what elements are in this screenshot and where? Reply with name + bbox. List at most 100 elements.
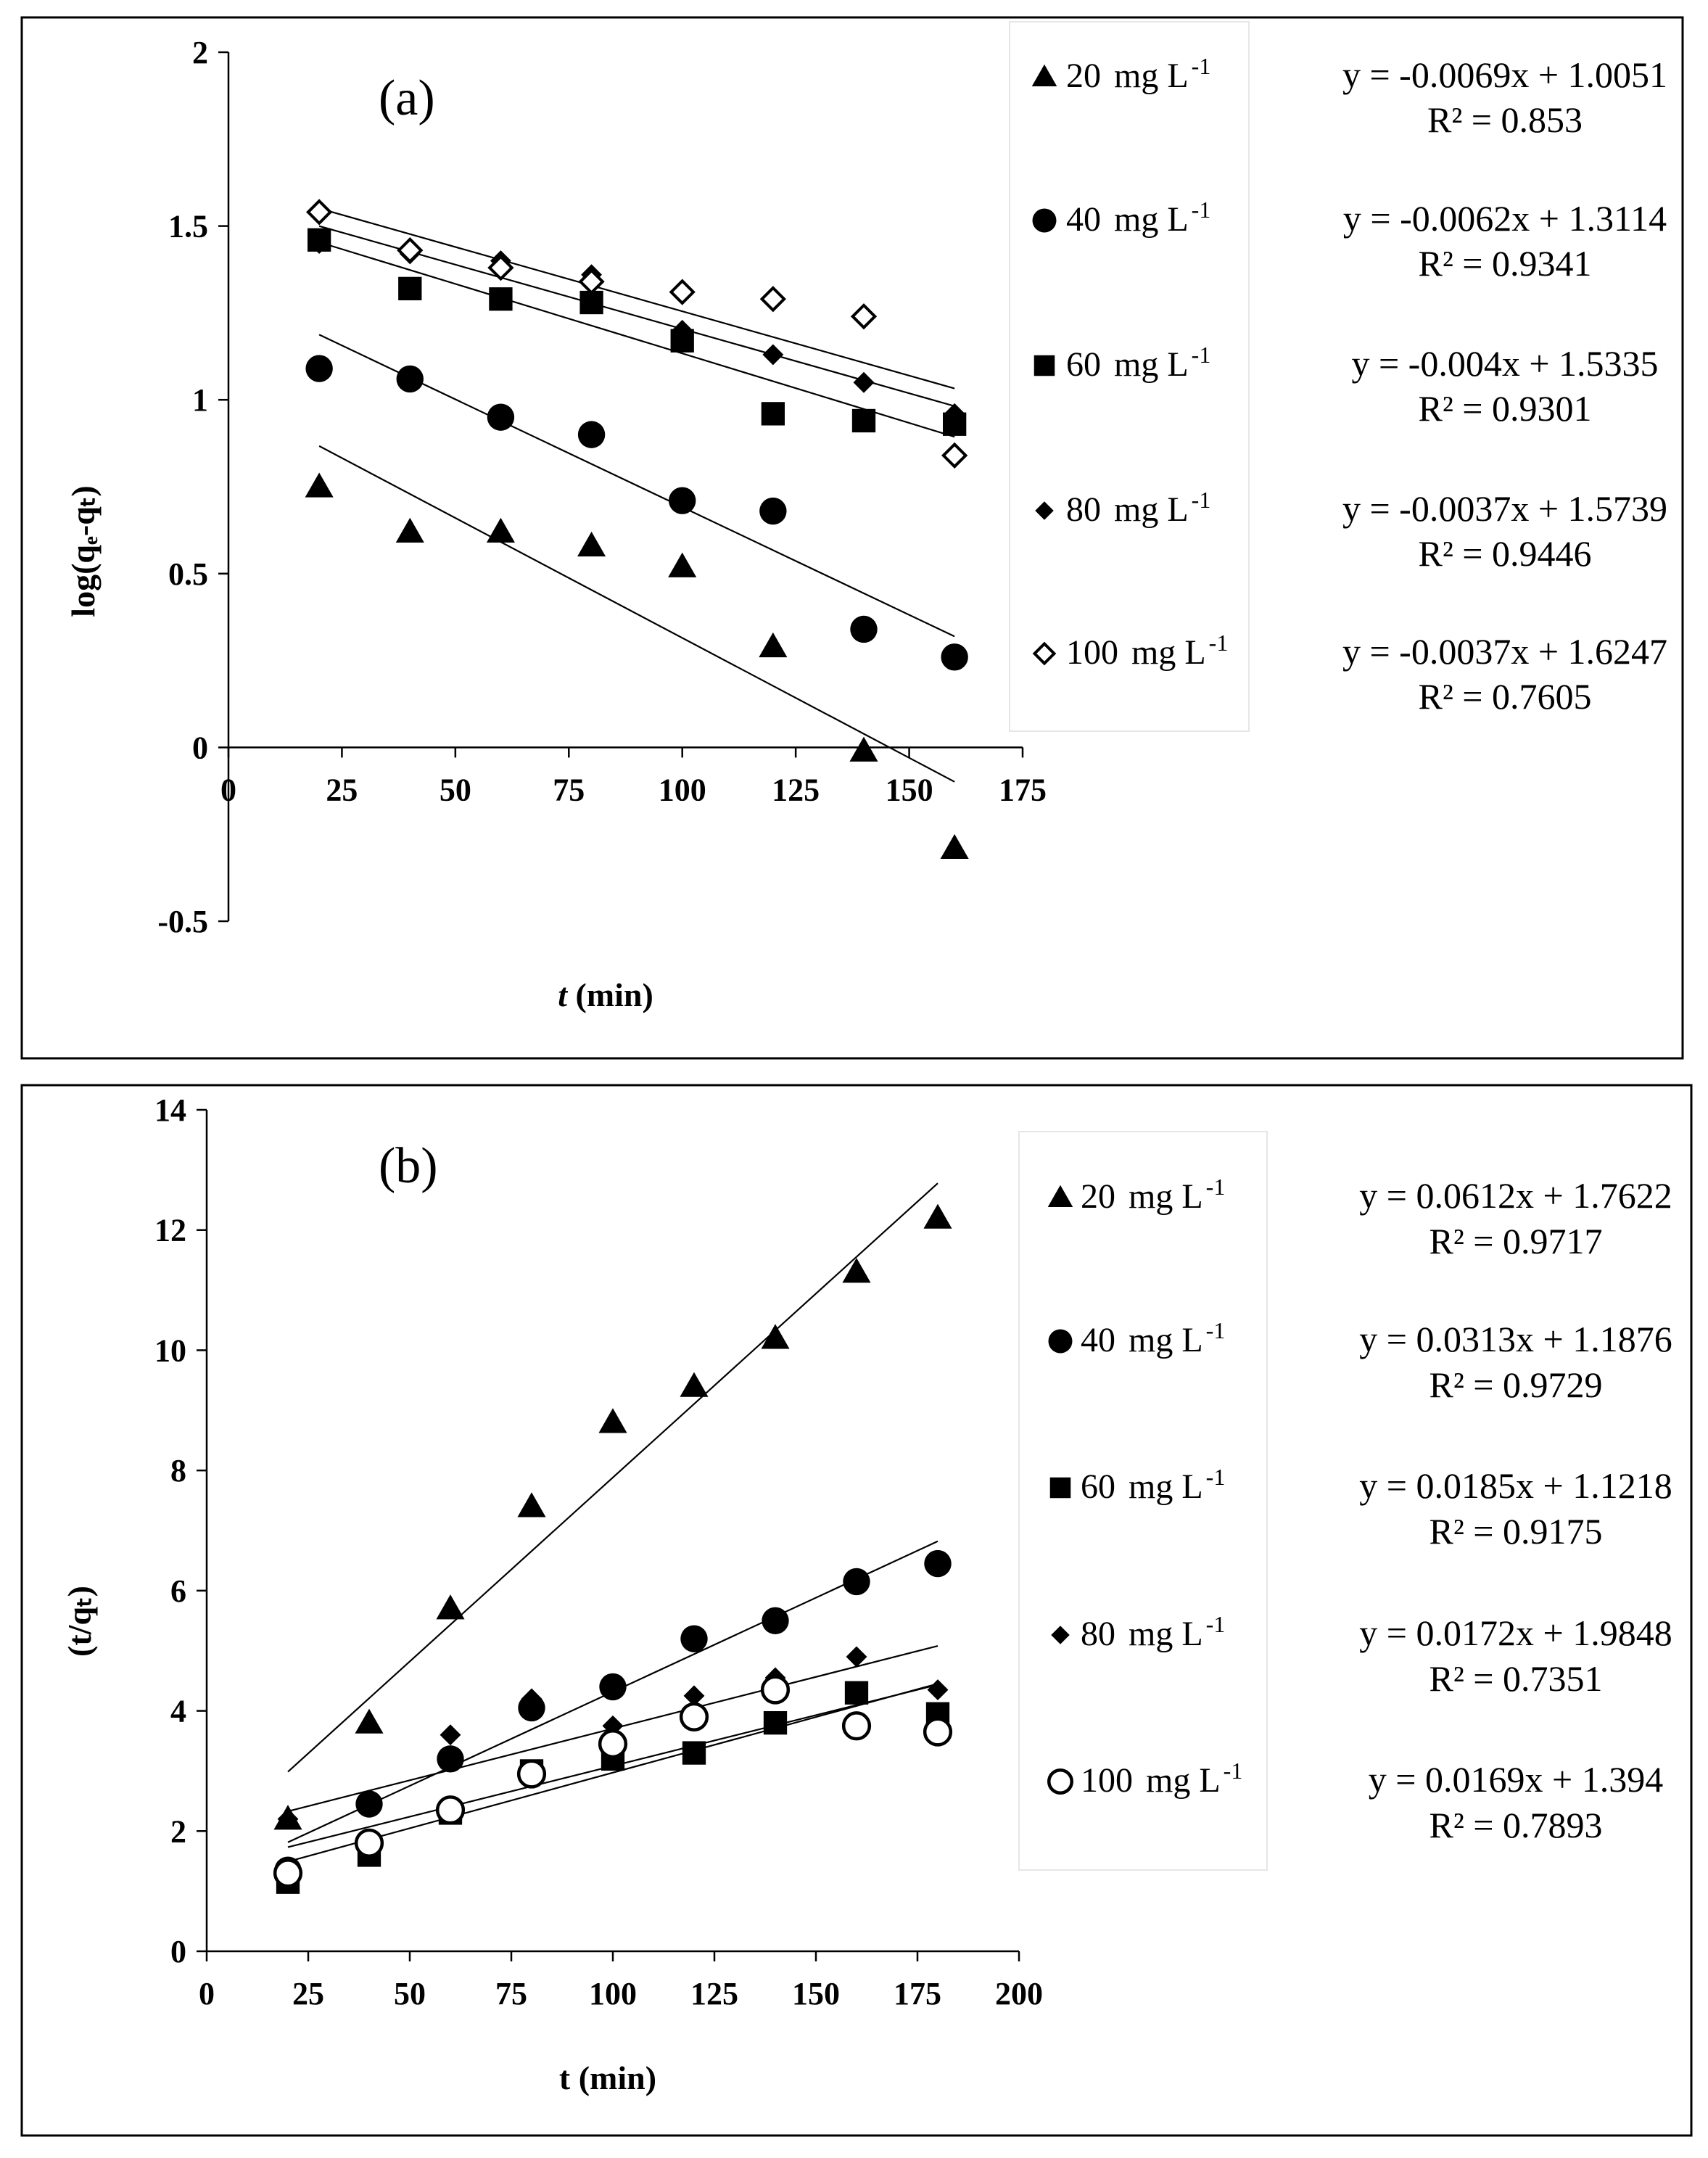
equation-b-80: y = 0.0172x + 1.9848 <box>1359 1613 1672 1653</box>
legend-marker-a-80 <box>1035 501 1054 520</box>
panel-label-a: (a) <box>379 70 435 126</box>
y-tick-label-b: 6 <box>170 1573 186 1609</box>
data-point-a-20 <box>395 517 424 543</box>
data-point-b-80 <box>358 1793 380 1815</box>
x-axis-label-b: t (min) <box>559 2059 656 2096</box>
panel-b-legend-box <box>1018 1131 1268 1871</box>
x-tick-label-a: 125 <box>772 772 820 807</box>
panel-a-legend-box <box>1009 21 1250 732</box>
data-point-b-20 <box>436 1594 465 1620</box>
legend-marker-b-20 <box>1047 1185 1073 1207</box>
data-point-b-60 <box>682 1741 706 1765</box>
y-tick-label-b: 12 <box>154 1213 186 1248</box>
equation-a-40: y = -0.0062x + 1.3114 <box>1343 198 1667 239</box>
data-point-b-80 <box>927 1679 949 1701</box>
x-tick-label-a: 175 <box>999 772 1047 807</box>
data-point-a-60 <box>398 276 422 301</box>
equation-a-60: y = -0.004x + 1.5335 <box>1351 343 1658 384</box>
data-point-a-100 <box>578 268 605 295</box>
data-point-b-40 <box>762 1607 789 1634</box>
data-point-b-100 <box>679 1702 709 1731</box>
fit-line-b-60 <box>287 1683 938 1863</box>
data-point-a-20 <box>849 736 878 762</box>
fit-line-a-60 <box>318 241 955 438</box>
x-tick-label-b: 75 <box>495 1976 527 2011</box>
data-point-a-100 <box>759 286 786 313</box>
legend-label-a-100: 100 mg L -1 <box>1066 630 1228 672</box>
equation-a-100: y = -0.0037x + 1.6247 <box>1342 631 1667 672</box>
x-tick-label-b: 0 <box>199 1976 215 2011</box>
data-point-a-20 <box>305 472 334 498</box>
legend-marker-a-60 <box>1034 355 1055 376</box>
data-point-b-20 <box>517 1492 546 1517</box>
x-tick-label-b: 100 <box>589 1976 637 2011</box>
r-squared-a-60: R² = 0.9301 <box>1418 388 1591 429</box>
data-point-b-20 <box>761 1324 790 1349</box>
panel-b-frame <box>20 1084 1693 2137</box>
y-tick-label-a: 1 <box>192 382 208 418</box>
legend-marker-b-100 <box>1047 1768 1073 1795</box>
r-squared-a-20: R² = 0.853 <box>1427 99 1583 140</box>
data-point-b-20 <box>598 1408 627 1433</box>
data-point-b-100 <box>354 1828 384 1858</box>
data-point-b-80 <box>602 1715 624 1737</box>
x-tick-label-b: 200 <box>995 1976 1043 2011</box>
r-squared-b-80: R² = 0.7351 <box>1429 1658 1602 1699</box>
x-tick-label-b: 50 <box>394 1976 426 2011</box>
y-axis-label-a: log(qₑ-qₜ) <box>65 485 102 617</box>
data-point-a-40 <box>759 497 787 525</box>
data-point-a-20 <box>759 632 788 658</box>
equation-a-80: y = -0.0037x + 1.5739 <box>1342 488 1667 529</box>
r-squared-a-80: R² = 0.9446 <box>1418 533 1591 574</box>
y-tick-label-a: 0 <box>192 730 208 765</box>
legend-marker-a-40 <box>1032 208 1057 233</box>
chart-a: -0.5 0 0.5 1 1.5 2 0 25 50 75 100 125 150 175 t (min) l… <box>65 35 1667 1013</box>
legend-label-b-80: 80 mg L -1 <box>1081 1611 1225 1653</box>
y-tick-label-b: 8 <box>170 1453 186 1488</box>
y-tick-label-b: 10 <box>154 1333 186 1368</box>
x-tick-label-b: 150 <box>792 1976 840 2011</box>
fit-line-a-80 <box>318 225 955 407</box>
legend-label-b-40: 40 mg L -1 <box>1081 1317 1225 1359</box>
data-point-b-100 <box>273 1858 303 1888</box>
y-tick-label-b: 14 <box>154 1092 186 1128</box>
data-point-a-20 <box>668 552 697 577</box>
data-point-a-80 <box>308 233 330 255</box>
data-point-b-20 <box>355 1708 384 1734</box>
legend-label-b-20: 20 mg L -1 <box>1081 1174 1225 1216</box>
legend-label-b-100: 100 mg L -1 <box>1081 1758 1242 1800</box>
y-axis-label-b: (t/qₜ) <box>61 1586 98 1657</box>
legend-marker-a-20 <box>1031 64 1057 86</box>
x-tick-label-b: 175 <box>894 1976 941 2011</box>
data-point-a-20 <box>577 531 606 557</box>
data-point-a-80 <box>672 319 693 341</box>
data-point-a-40 <box>305 355 333 382</box>
data-point-a-100 <box>306 199 333 226</box>
data-point-b-40 <box>924 1549 952 1578</box>
data-point-a-80 <box>762 344 784 366</box>
data-point-a-80 <box>944 403 965 424</box>
r-squared-b-60: R² = 0.9175 <box>1429 1511 1602 1552</box>
x-tick-label-a: 150 <box>886 772 933 807</box>
r-squared-a-100: R² = 0.7605 <box>1418 676 1591 717</box>
y-tick-label-a: -0.5 <box>157 904 208 939</box>
data-point-b-80 <box>846 1646 867 1668</box>
x-tick-label-a: 75 <box>553 772 585 807</box>
panel-a-frame <box>20 16 1684 1060</box>
data-point-a-60 <box>761 402 785 426</box>
y-tick-label-a: 0.5 <box>168 556 208 592</box>
fit-line-a-40 <box>318 334 955 638</box>
data-point-b-40 <box>437 1745 464 1773</box>
data-point-b-80 <box>440 1724 461 1746</box>
legend-label-b-60: 60 mg L -1 <box>1081 1464 1225 1506</box>
equation-a-20: y = -0.0069x + 1.0051 <box>1342 54 1667 95</box>
legend-marker-b-60 <box>1049 1477 1071 1499</box>
data-point-a-60 <box>851 408 876 433</box>
fit-line-b-20 <box>287 1182 938 1773</box>
data-point-a-20 <box>940 833 969 860</box>
legend-marker-b-40 <box>1048 1329 1073 1354</box>
x-axis-label-a: t (min) <box>558 976 653 1013</box>
legend-label-a-60: 60 mg L -1 <box>1066 342 1210 384</box>
y-tick-label-b: 0 <box>170 1934 186 1969</box>
data-point-a-100 <box>397 237 424 264</box>
